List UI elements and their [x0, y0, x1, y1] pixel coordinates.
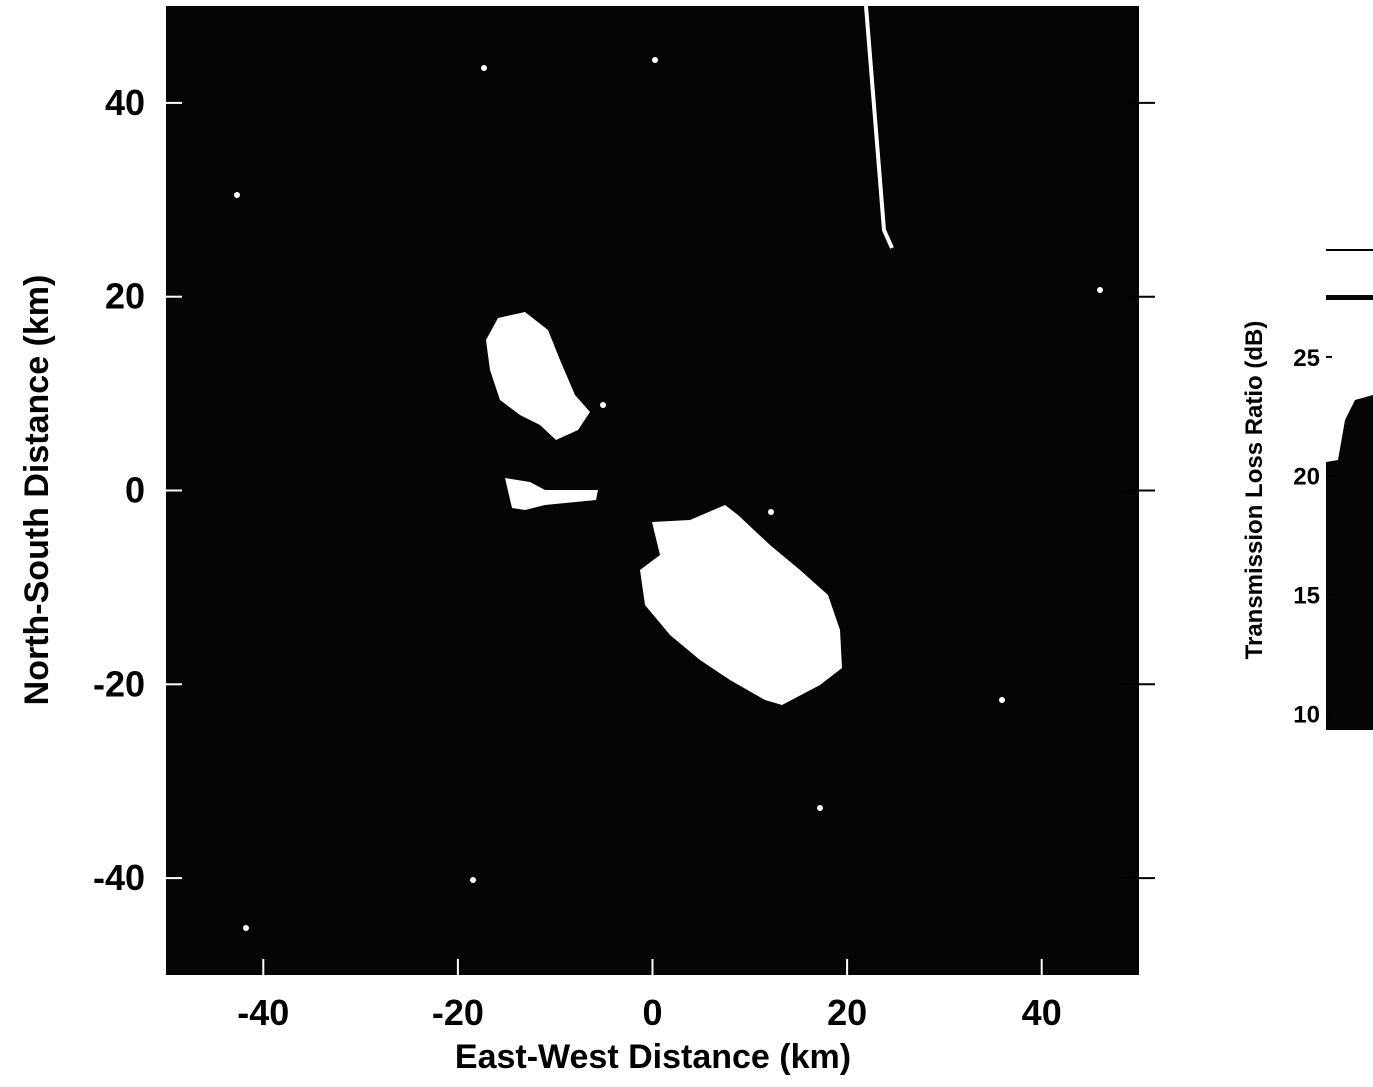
colorbar-tick-label: 15 — [1293, 583, 1320, 610]
speckle — [481, 65, 487, 71]
speckle — [999, 697, 1005, 703]
speckle — [652, 57, 658, 63]
speckle — [817, 805, 823, 811]
speckle — [1097, 287, 1103, 293]
colorbar-label: Transmission Loss Ratio (dB) — [1241, 321, 1268, 660]
y-tick-label: 40 — [105, 82, 145, 123]
speckle — [600, 402, 606, 408]
x-tick-label: 20 — [827, 992, 867, 1033]
colorbar-tick-label: 20 — [1293, 464, 1320, 491]
colorbar-bright — [1326, 300, 1373, 462]
speckle — [470, 877, 476, 883]
x-tick-label: -40 — [237, 992, 289, 1033]
bright-region — [640, 505, 842, 705]
x-tick-label: -20 — [432, 992, 484, 1033]
bright-streak — [864, 5, 894, 249]
bright-region — [486, 312, 590, 440]
y-tick-label: -40 — [93, 857, 145, 898]
x-tick-label: 0 — [642, 992, 662, 1033]
x-axis-label: East-West Distance (km) — [455, 1038, 851, 1076]
y-tick-label: -20 — [93, 663, 145, 704]
y-axis-label: North-South Distance (km) — [18, 275, 56, 706]
bright-region — [505, 478, 598, 510]
speckle — [768, 509, 774, 515]
image-background — [166, 6, 1139, 975]
colorbar-tick-label: 10 — [1293, 701, 1320, 728]
speckle — [243, 925, 249, 931]
colorbar-tick-label: 25 — [1293, 345, 1320, 372]
x-tick-label: 40 — [1022, 992, 1062, 1033]
y-tick-label: 0 — [125, 470, 145, 511]
plot-area — [166, 5, 1139, 975]
speckle — [234, 192, 240, 198]
y-tick-label: 20 — [105, 276, 145, 317]
